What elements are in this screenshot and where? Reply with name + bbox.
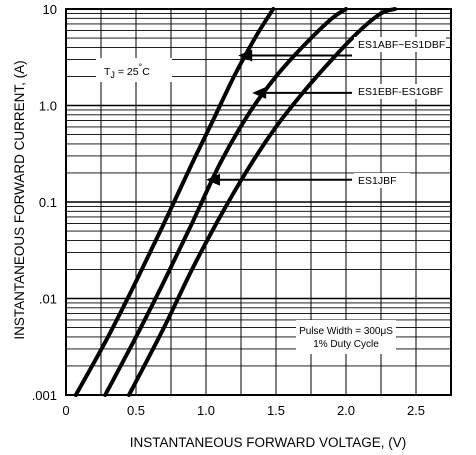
x-tick-label: 1.5	[267, 403, 285, 418]
x-tick-label: 0	[62, 403, 69, 418]
tick-labels: 0 0.5 1.0 1.5 2.0 2.5 .001 .01 0.1 1.0 10	[32, 2, 425, 418]
arrow-head	[206, 173, 220, 186]
pulse-width-box	[296, 320, 396, 354]
series-label: ES1ABF~ES1DBF	[358, 39, 445, 51]
duty-cycle-label: 1% Duty Cycle	[313, 339, 379, 350]
y-tick-label: .001	[32, 388, 57, 403]
arrow-head	[252, 86, 267, 99]
temperature-label: TJ = 25°C	[104, 62, 150, 80]
arrow-head	[238, 49, 253, 62]
curve-es1abf-es1dbf	[73, 7, 276, 397]
pulse-width-label: Pulse Width = 300μS	[299, 326, 393, 337]
y-tick-label: 0.1	[39, 195, 57, 210]
series-label-box	[354, 37, 446, 52]
y-tick-label: 1.0	[39, 99, 57, 114]
temperature-label-box	[96, 58, 172, 82]
x-tick-label: 0.5	[127, 403, 145, 418]
series-label: ES1EBF-ES1GBF	[358, 86, 443, 98]
annotations: TJ = 25°C ES1ABF~ES1DBF ES1EBF-ES1GBF ES1JB…	[96, 37, 446, 354]
y-tick-label: .01	[39, 292, 57, 307]
y-axis-title: INSTANTANEOUS FORWARD CURRENT, (A)	[12, 60, 27, 339]
series-label-box	[354, 173, 410, 188]
x-tick-label: 2.5	[407, 403, 425, 418]
grid	[66, 9, 451, 396]
curve-es1jbf	[127, 7, 397, 397]
x-tick-label: 1.0	[197, 403, 215, 418]
x-tick-label: 2.0	[337, 403, 355, 418]
plot-frame	[65, 8, 452, 396]
x-axis-title: INSTANTANEOUS FORWARD VOLTAGE, (V)	[130, 435, 407, 450]
curve-es1ebf-es1gbf	[103, 7, 348, 397]
series-label: ES1JBF	[358, 175, 397, 187]
series-label-box	[354, 84, 446, 99]
y-tick-label: 10	[43, 2, 57, 17]
curves	[73, 7, 397, 397]
